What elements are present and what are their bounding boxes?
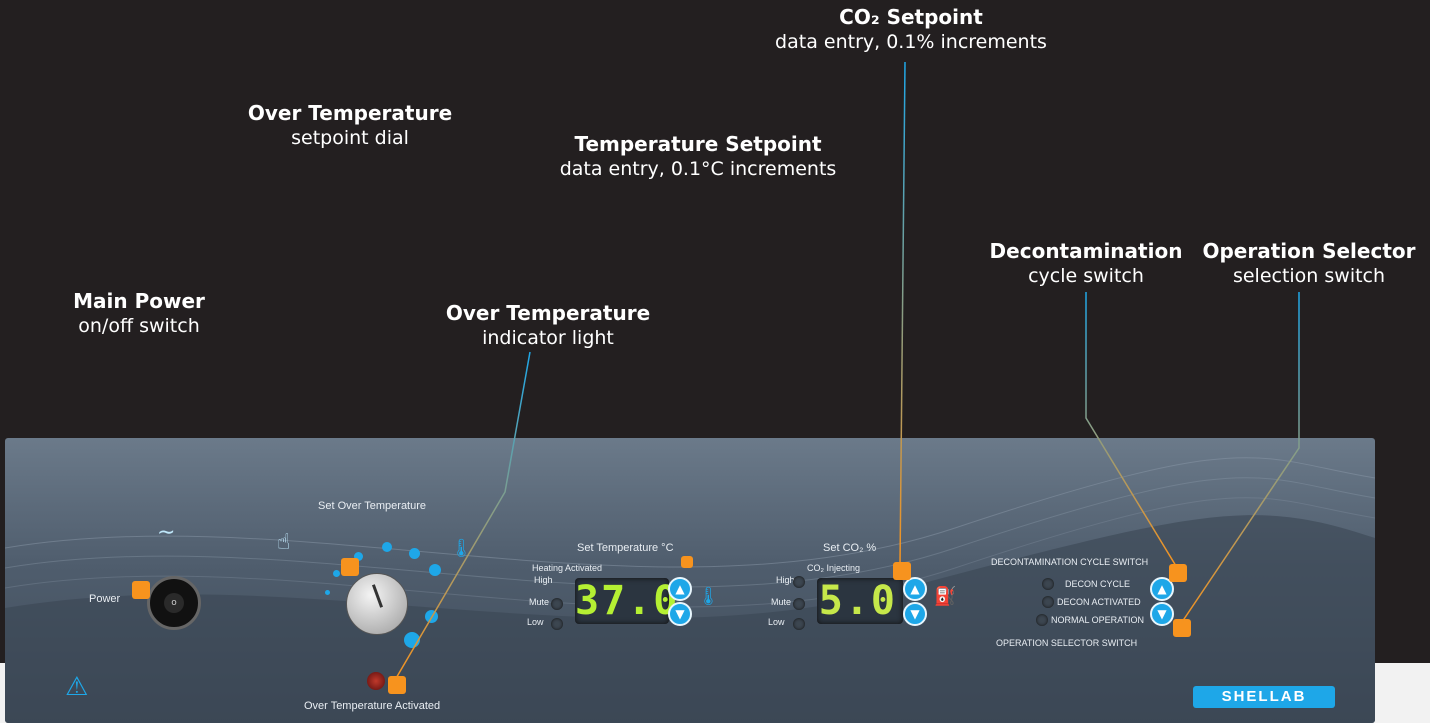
- temp-marker: [681, 556, 693, 568]
- co2-down-button[interactable]: ▼: [903, 602, 927, 626]
- callout-operation-selector: Operation Selector selection switch: [1202, 238, 1415, 288]
- decon-cycle-label: DECON CYCLE: [1065, 579, 1131, 589]
- warning-icon: ⚠: [65, 672, 89, 702]
- callout-title: Temperature Setpoint: [574, 132, 822, 156]
- decon-cycle-led: [1042, 578, 1054, 590]
- operation-selector-switch-label: OPERATION SELECTOR SWITCH: [996, 638, 1138, 648]
- callout-subtitle: cycle switch: [1028, 265, 1144, 287]
- heating-activated-label: Heating Activated: [532, 563, 603, 573]
- dial-dot: [325, 590, 330, 595]
- callout-title: CO₂ Setpoint: [839, 5, 983, 29]
- wave-icon: ∼: [157, 520, 176, 545]
- over-temp-indicator-light: [367, 672, 385, 690]
- indicator-light-marker: [388, 676, 406, 694]
- set-co2-label: Set CO₂ %: [823, 542, 877, 554]
- dial-dot: [409, 548, 420, 559]
- decon-activated-label: DECON ACTIVATED: [1057, 597, 1141, 607]
- temp-high-label: High: [534, 575, 553, 585]
- temp-display: 37.0: [575, 578, 680, 624]
- callout-over-temp-dial: Over Temperature setpoint dial: [248, 100, 452, 150]
- decon-marker: [1169, 564, 1187, 582]
- decon-cycle-switch-label: DECONTAMINATION CYCLE SWITCH: [991, 557, 1149, 567]
- thermometer-icon: 🌡: [697, 586, 720, 607]
- callout-subtitle: data entry, 0.1°C increments: [559, 158, 837, 180]
- co2-marker: [893, 562, 911, 580]
- callout-co2-setpoint: CO₂ Setpoint data entry, 0.1% increments: [775, 4, 1047, 54]
- power-switch[interactable]: o: [147, 576, 201, 630]
- callout-title: Operation Selector: [1202, 239, 1416, 263]
- co2-display: 5.0: [817, 578, 903, 624]
- callout-over-temp-light: Over Temperature indicator light: [446, 300, 650, 350]
- dial-dot: [354, 552, 363, 561]
- callout-title: Decontamination: [989, 239, 1183, 263]
- callout-decontamination: Decontamination cycle switch: [990, 238, 1183, 288]
- co2-low-label: Low: [768, 617, 785, 627]
- callout-subtitle: data entry, 0.1% increments: [775, 31, 1047, 53]
- callout-temp-setpoint: Temperature Setpoint data entry, 0.1°C i…: [560, 131, 837, 181]
- callout-subtitle: indicator light: [482, 327, 614, 349]
- temp-low-label: Low: [527, 617, 544, 627]
- co2-mute-led: [793, 598, 805, 610]
- co2-high-label: High: [776, 575, 795, 585]
- incubator-control-panel: ∼ Power o Set Over Temperature ☝ 🌡 Over …: [5, 438, 1375, 723]
- over-temp-activated-label: Over Temperature Activated: [304, 700, 441, 712]
- callout-subtitle: on/off switch: [78, 315, 200, 337]
- temp-up-button[interactable]: ▲: [668, 577, 692, 601]
- normal-operation-label: NORMAL OPERATION: [1051, 615, 1145, 625]
- operation-selector-button[interactable]: ▼: [1150, 602, 1174, 626]
- set-over-temp-label: Set Over Temperature: [318, 500, 427, 512]
- power-rocker: o: [164, 593, 184, 613]
- dial-dot: [382, 542, 392, 552]
- callout-title: Over Temperature: [445, 301, 651, 325]
- callout-title: Over Temperature: [247, 101, 453, 125]
- co2-high-led: [793, 576, 805, 588]
- decon-activated-led: [1042, 596, 1054, 608]
- temp-down-button[interactable]: ▼: [668, 602, 692, 626]
- brand-logo: SHELLAB: [1193, 686, 1335, 708]
- callout-title: Main Power: [73, 289, 205, 313]
- power-label: Power: [89, 593, 121, 605]
- dial-marker: [341, 558, 359, 576]
- co2-mute-label: Mute: [771, 597, 792, 607]
- co2-injecting-label: CO₂ Injecting: [807, 563, 861, 573]
- thermometer-icon: 🌡: [450, 538, 473, 559]
- over-temp-dial[interactable]: [346, 573, 408, 635]
- operation-marker: [1173, 619, 1191, 637]
- co2-low-led: [793, 618, 805, 630]
- power-marker: [132, 581, 150, 599]
- gas-cylinder-icon: ⛽: [934, 586, 957, 607]
- normal-operation-led: [1036, 614, 1048, 626]
- temp-mute-label: Mute: [529, 597, 550, 607]
- callout-subtitle: selection switch: [1232, 265, 1386, 287]
- temp-mute-led: [551, 598, 563, 610]
- set-temp-label: Set Temperature °C: [577, 542, 674, 554]
- dial-dot: [333, 570, 340, 577]
- dial-dot: [429, 564, 441, 576]
- hand-icon: ☝: [277, 530, 291, 555]
- temp-low-led: [551, 618, 563, 630]
- callout-main-power: Main Power on/off switch: [73, 288, 205, 338]
- decon-cycle-button[interactable]: ▲: [1150, 577, 1174, 601]
- co2-up-button[interactable]: ▲: [903, 577, 927, 601]
- callout-subtitle: setpoint dial: [291, 127, 409, 149]
